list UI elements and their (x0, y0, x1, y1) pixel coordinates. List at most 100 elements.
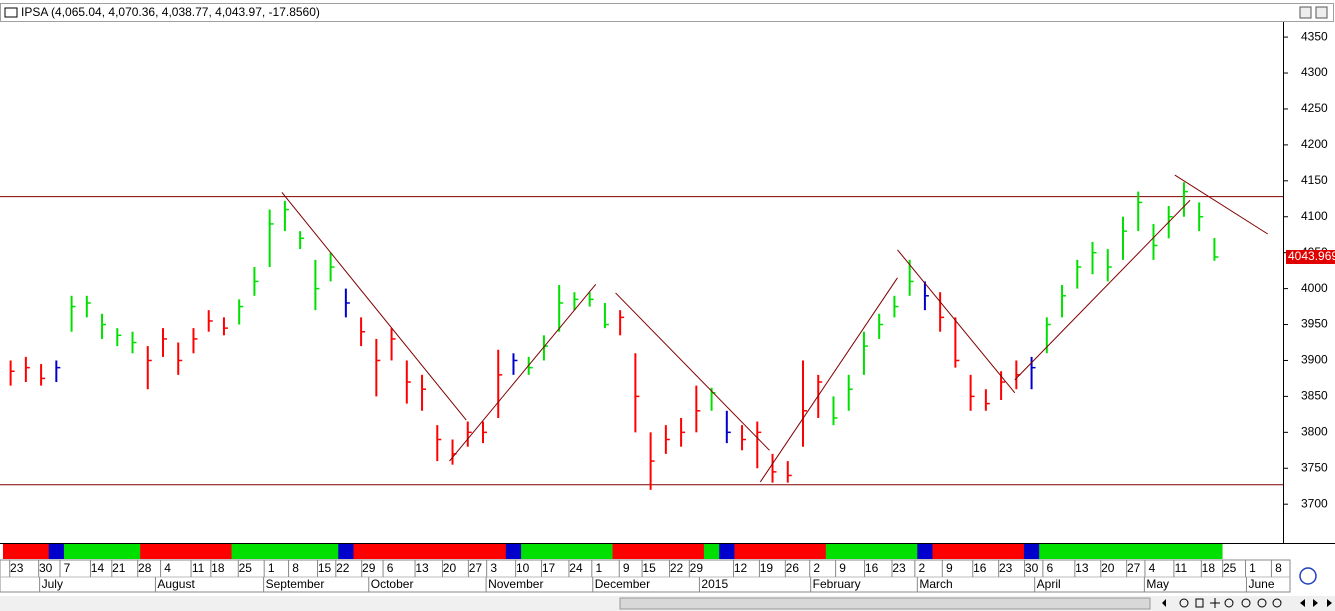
trend-strip-cell (1130, 544, 1147, 559)
trend-strip-cell (1084, 544, 1101, 559)
scroll-thumb[interactable] (619, 597, 1151, 610)
icon-zoom-in[interactable] (1257, 598, 1267, 608)
month-label: November (488, 577, 543, 591)
trend-strip-cell (749, 544, 766, 559)
y-tick-label: 4350 (1301, 29, 1328, 43)
trend-strip-cell (201, 544, 217, 559)
chart-title: IPSA (4,065.04, 4,070.36, 4,038.77, 4,04… (21, 5, 320, 19)
trend-strip-cell (444, 544, 461, 559)
x-tick-label: 11 (1175, 561, 1188, 575)
y-tick-label: 4150 (1301, 173, 1328, 187)
trend-strip-cell (886, 544, 903, 559)
trend-strip-cell (1115, 544, 1132, 559)
x-tick-label: 3 (490, 561, 497, 575)
smiley-button[interactable] (1299, 567, 1317, 585)
trend-strip-cell (582, 544, 598, 559)
icon-zoom-reset[interactable] (1272, 598, 1282, 608)
trend-strip-cell (1069, 544, 1086, 559)
nav-arrows[interactable] (1300, 599, 1332, 607)
trend-strip-cell (993, 544, 1010, 559)
x-tick-label: 11 (192, 561, 205, 575)
x-tick-label: 1 (1249, 561, 1256, 575)
trend-strip-cell (521, 544, 537, 559)
x-tick-label: 16 (865, 561, 879, 575)
x-tick-label: 13 (415, 561, 429, 575)
trend-strip-cell (307, 544, 324, 559)
x-tick-label: 22 (336, 561, 350, 575)
x-tick-label: 15 (642, 561, 656, 575)
trend-strip-cell (688, 544, 705, 559)
trend-strip-cell (18, 544, 34, 559)
y-tick-label: 4200 (1301, 137, 1328, 151)
trend-strip-cell (932, 544, 949, 559)
trend-strip-cell (368, 544, 385, 559)
trend-strip-cell (490, 544, 507, 559)
scroll-right[interactable] (1162, 599, 1166, 607)
trend-strip-cell (551, 544, 568, 559)
trend-strip-cell (414, 544, 431, 559)
trend-strip-cell (399, 544, 415, 559)
trend-strip-cell (673, 544, 690, 559)
x-tick-label: 23 (10, 561, 24, 575)
icon-move[interactable] (1210, 598, 1220, 608)
trend-strip-cell (978, 544, 994, 559)
x-tick-label: 30 (39, 561, 53, 575)
y-tick-label: 3700 (1301, 496, 1328, 510)
x-tick-label: 27 (469, 561, 483, 575)
trend-strip-cell (383, 544, 400, 559)
window-icon[interactable] (4, 7, 18, 18)
trend-strip-cell (841, 544, 857, 559)
trend-strip-cell (505, 544, 522, 559)
trend-strip-cell (917, 544, 934, 559)
trend-strip-cell (764, 544, 781, 559)
x-tick-label: 23 (999, 561, 1013, 575)
trend-strip-cell (323, 544, 339, 559)
close-button[interactable] (1315, 6, 1328, 19)
restore-button[interactable] (1299, 6, 1312, 19)
x-tick-label: 1 (268, 561, 275, 575)
x-tick-label: 8 (1275, 561, 1282, 575)
x-tick-label: 30 (1025, 561, 1039, 575)
trend-strip-cell (719, 544, 735, 559)
month-label: 2015 (701, 577, 728, 591)
month-label: April (1037, 577, 1061, 591)
x-tick-label: 6 (1047, 561, 1054, 575)
trend-strip-cell (1054, 544, 1071, 559)
x-tick-label: 27 (1127, 561, 1141, 575)
x-tick-label: 28 (138, 561, 152, 575)
trend-strip-cell (597, 544, 614, 559)
icon-zoom[interactable] (1224, 598, 1234, 608)
x-tick-label: 22 (670, 561, 684, 575)
trend-strip-cell (1008, 544, 1025, 559)
trend-strip-cell (277, 544, 294, 559)
trend-strip-cell (1206, 544, 1223, 559)
x-tick-label: 13 (1075, 561, 1089, 575)
y-tick-label: 3800 (1301, 425, 1328, 439)
trend-line (1014, 199, 1191, 381)
trend-strip-cell (155, 544, 172, 559)
trend-strip-cell (292, 544, 309, 559)
icon-refresh[interactable] (1179, 598, 1189, 608)
x-tick-label: 12 (734, 561, 748, 575)
x-tick-label: 17 (542, 561, 556, 575)
last-price-label: 4043.969 (1288, 249, 1335, 263)
icon-d[interactable] (1195, 598, 1204, 608)
month-label: October (371, 577, 414, 591)
trend-line (281, 191, 467, 421)
x-tick-label: 20 (443, 561, 457, 575)
trend-strip-cell (48, 544, 65, 559)
trend-strip-cell (627, 544, 644, 559)
trend-line (897, 249, 1016, 394)
trend-strip-cell (353, 544, 370, 559)
x-tick-label: 18 (1202, 561, 1216, 575)
trend-strip-cell (33, 544, 50, 559)
trend-strip-cell (536, 544, 553, 559)
y-tick-label: 3850 (1301, 389, 1328, 403)
x-tick-label: 2 (813, 561, 820, 575)
x-tick-label: 26 (786, 561, 800, 575)
y-tick-label: 4250 (1301, 101, 1328, 115)
icon-zoom-out[interactable] (1241, 598, 1251, 608)
trend-strip-cell (1161, 544, 1177, 559)
trend-strip-cell (216, 544, 233, 559)
